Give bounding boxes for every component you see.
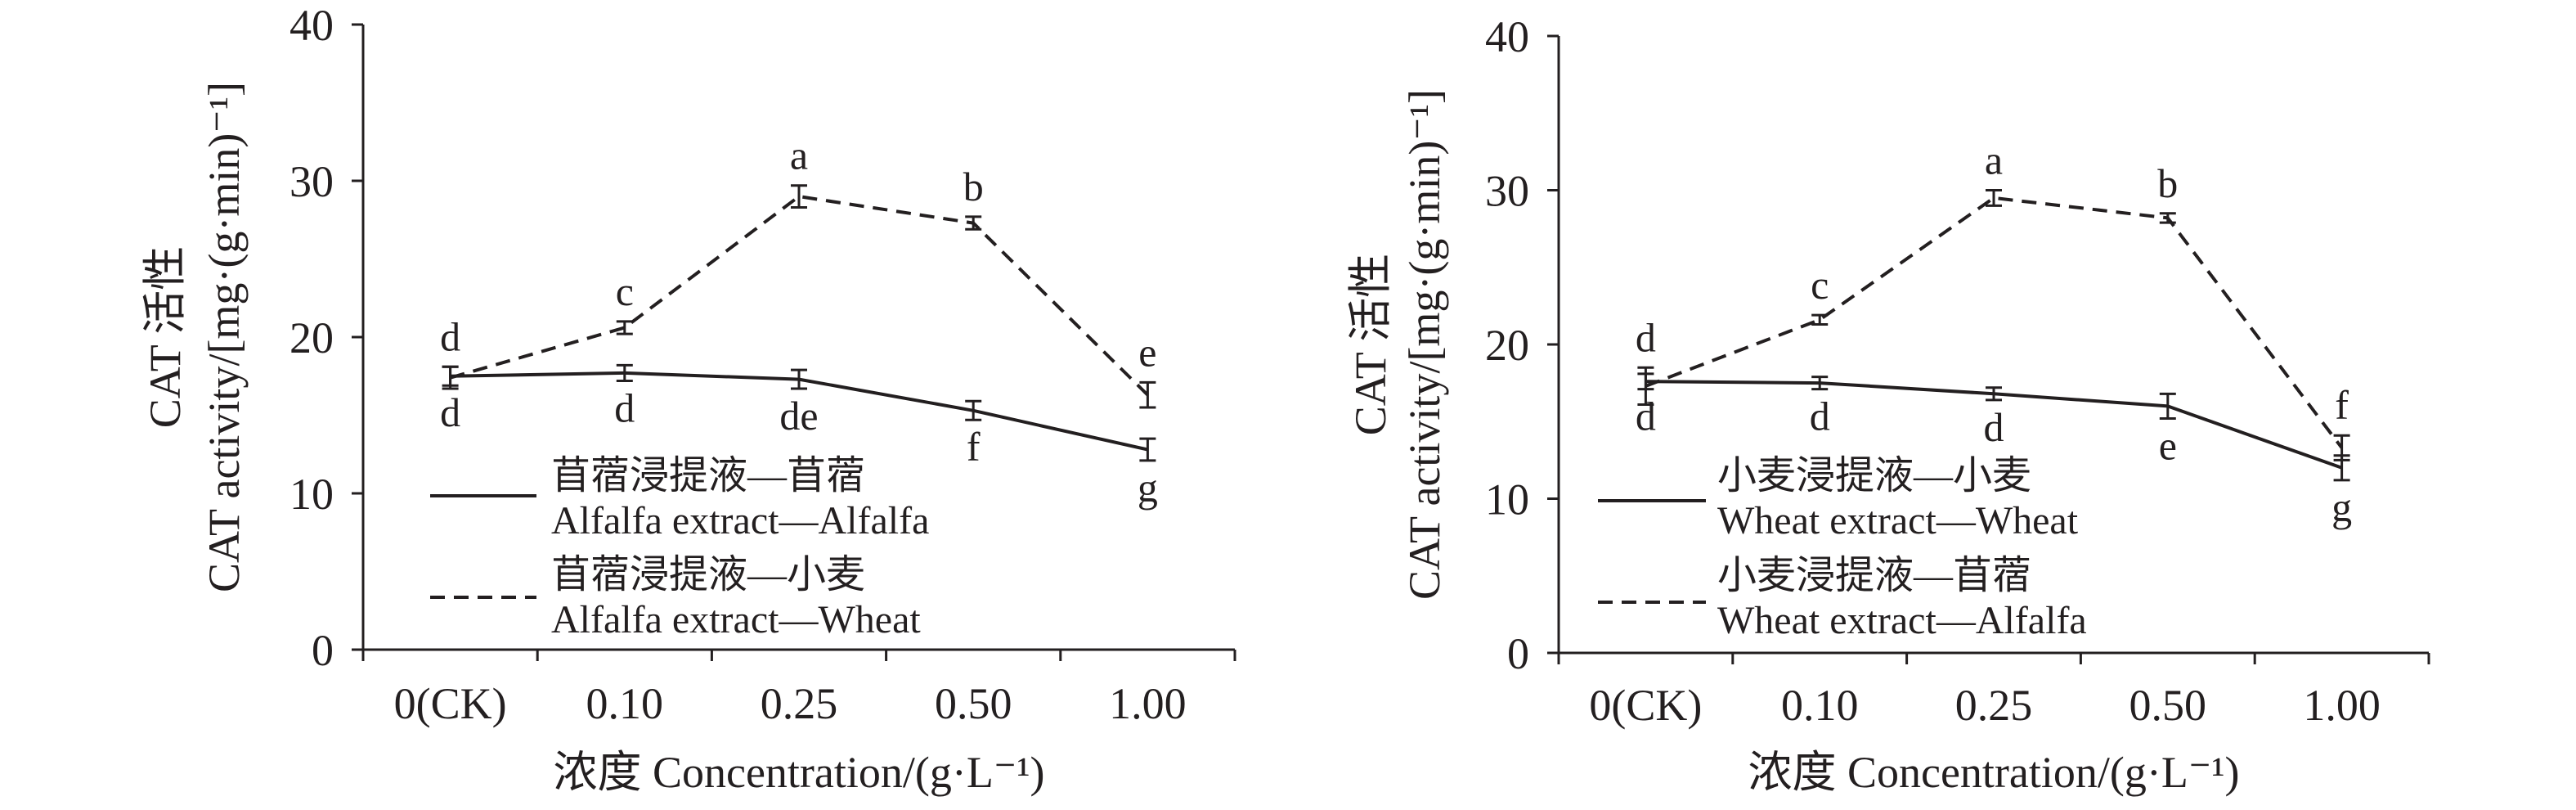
significance-letter: e xyxy=(2159,422,2177,468)
significance-letter: f xyxy=(2335,382,2349,428)
series-solid: d d de f g xyxy=(440,363,1158,511)
data-point: f xyxy=(965,399,982,470)
data-point: f xyxy=(2333,382,2350,461)
significance-letter: g xyxy=(2331,484,2352,530)
significance-letter: d xyxy=(440,389,460,435)
data-point: e xyxy=(1138,329,1157,409)
legend-label-en: Wheat extract—Wheat xyxy=(1717,499,2079,542)
significance-letter: b xyxy=(963,164,984,209)
series-line xyxy=(450,195,1149,397)
data-point: d xyxy=(1636,314,1656,407)
legend-label-en: Alfalfa extract—Wheat xyxy=(551,598,921,641)
data-point: b xyxy=(963,164,984,231)
y-tick-label: 40 xyxy=(289,1,334,50)
data-point: d xyxy=(1810,376,1830,439)
significance-letter: c xyxy=(616,268,634,314)
significance-letter: e xyxy=(1138,329,1156,375)
legend-label-cn: 小麦浸提液—苜蓿 xyxy=(1717,554,2031,597)
x-tick-label: 0.50 xyxy=(935,679,1012,728)
x-tick-label: 0(CK) xyxy=(1589,681,1702,730)
y-tick-label: 30 xyxy=(289,157,334,206)
legend-label-cn: 苜蓿浸提液—小麦 xyxy=(551,553,865,596)
y-tick-label: 0 xyxy=(312,626,334,675)
data-point: b xyxy=(2157,160,2178,224)
y-axis-title-cn: CAT 活性 xyxy=(141,246,190,429)
data-point: g xyxy=(1138,437,1158,511)
y-tick-label: 10 xyxy=(1485,475,1529,524)
data-point: a xyxy=(1985,137,2003,207)
data-point: c xyxy=(616,268,634,335)
chart-right: 0 10 20 30 40 0(CK) 0.10 0.25 0.50 1.00 浓度 Concent… xyxy=(1346,12,2430,797)
x-tick-label: 0.25 xyxy=(761,679,838,728)
significance-letter: b xyxy=(2157,160,2178,206)
significance-letter: c xyxy=(1811,262,1829,308)
data-point: e xyxy=(2159,392,2177,468)
x-tick-label: 0.25 xyxy=(1955,681,2033,730)
significance-letter: d xyxy=(1984,404,2004,450)
y-tick-label: 10 xyxy=(289,470,334,519)
x-tick-label: 0.10 xyxy=(1781,681,1859,730)
y-tick-label: 20 xyxy=(1485,321,1529,370)
significance-letter: a xyxy=(1985,137,2003,183)
data-point: a xyxy=(790,133,808,209)
significance-letter: d xyxy=(1636,314,1656,360)
data-point: c xyxy=(1811,262,1829,326)
y-axis-title-en: CAT activity/[mg·(g·min)⁻¹] xyxy=(200,82,249,592)
y-tick-label: 30 xyxy=(1485,167,1529,216)
x-tick-label: 1.00 xyxy=(2303,681,2381,730)
chart-left: 0 10 20 30 40 0(CK) 0.10 0.25 0.50 1.00 浓度 Concent… xyxy=(141,1,1236,797)
significance-letter: de xyxy=(779,393,818,439)
series-dashed: d c a b f xyxy=(1636,137,2350,461)
significance-letter: f xyxy=(967,424,981,470)
significance-letter: d xyxy=(614,385,635,430)
significance-letter: d xyxy=(440,313,460,359)
significance-letter: a xyxy=(790,133,808,178)
y-axis-title-en: CAT activity/[mg·(g·min)⁻¹] xyxy=(1400,89,1449,600)
series-solid: d d d eg xyxy=(1636,372,2352,530)
y-tick-label: 0 xyxy=(1507,629,1529,678)
series-line xyxy=(1645,196,2344,449)
data-point: d xyxy=(1984,386,2004,450)
data-point: de xyxy=(779,368,819,439)
x-axis-title: 浓度 Concentration/(g·L⁻¹) xyxy=(553,748,1044,797)
data-point: d xyxy=(440,313,460,390)
series-dashed: d c a b e xyxy=(440,133,1157,409)
y-axis-title-cn: CAT 活性 xyxy=(1346,254,1395,436)
significance-letter: g xyxy=(1138,465,1158,511)
y-tick-label: 40 xyxy=(1485,12,1529,61)
y-tick-label: 20 xyxy=(289,313,334,362)
legend-label-en: Wheat extract—Alfalfa xyxy=(1717,599,2087,642)
x-tick-label: 1.00 xyxy=(1109,679,1187,728)
legend-label-cn: 苜蓿浸提液—苜蓿 xyxy=(551,454,865,497)
x-tick-label: 0.50 xyxy=(2129,681,2207,730)
legend-label-en: Alfalfa extract—Alfalfa xyxy=(551,499,929,542)
x-tick-label: 0.10 xyxy=(586,679,664,728)
data-point: d xyxy=(614,363,635,430)
x-tick-label: 0(CK) xyxy=(394,679,507,728)
significance-letter: d xyxy=(1810,394,1830,439)
x-axis-title: 浓度 Concentration/(g·L⁻¹) xyxy=(1748,748,2239,797)
legend-label-cn: 小麦浸提液—小麦 xyxy=(1717,454,2031,497)
